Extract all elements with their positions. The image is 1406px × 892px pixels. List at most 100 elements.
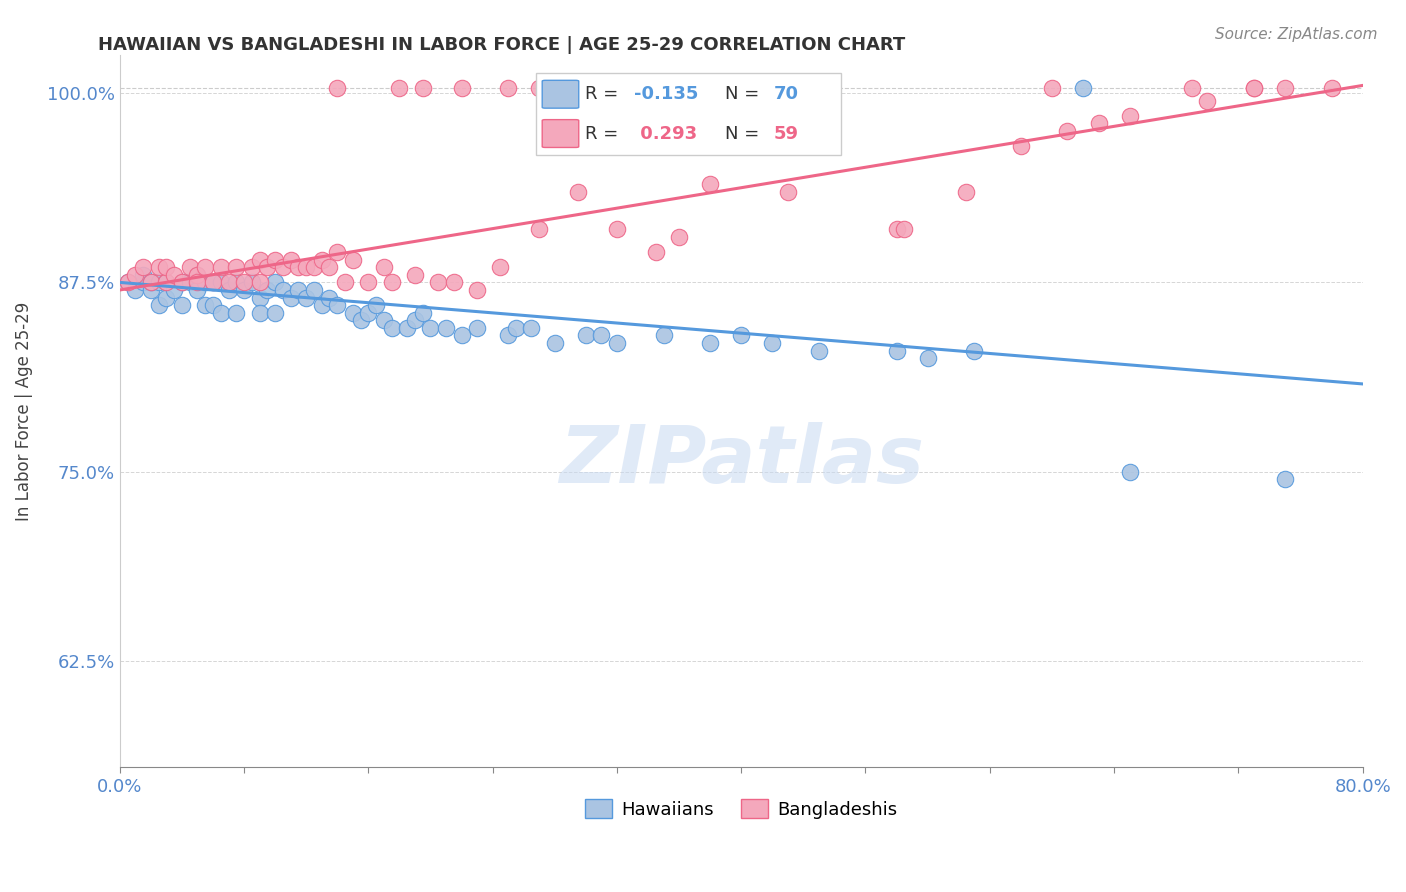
Point <box>1040 81 1063 95</box>
Point <box>194 260 217 275</box>
Point <box>1274 81 1296 95</box>
Point <box>271 283 294 297</box>
Point <box>139 276 162 290</box>
Point <box>117 276 139 290</box>
Point <box>349 313 371 327</box>
Point <box>505 321 527 335</box>
Point <box>1320 81 1343 95</box>
Point <box>1243 81 1265 95</box>
Point <box>529 222 551 236</box>
Point <box>201 276 224 290</box>
Point <box>233 276 256 290</box>
Point <box>240 260 263 275</box>
Point <box>240 276 263 290</box>
Point <box>311 298 333 312</box>
Point <box>163 268 186 282</box>
Point <box>256 260 278 275</box>
Point <box>186 268 208 282</box>
Point <box>886 222 908 236</box>
Point <box>194 276 217 290</box>
Point <box>326 81 349 95</box>
Point <box>311 252 333 267</box>
Point <box>326 245 349 260</box>
Text: ZIPatlas: ZIPatlas <box>558 422 924 500</box>
Legend: Hawaiians, Bangladeshis: Hawaiians, Bangladeshis <box>578 792 904 826</box>
Point <box>652 328 675 343</box>
Point <box>249 306 271 320</box>
Point <box>412 306 434 320</box>
Point <box>404 268 426 282</box>
Point <box>155 276 177 290</box>
Point <box>280 291 302 305</box>
Point <box>155 291 177 305</box>
Point <box>1274 472 1296 486</box>
Point <box>186 276 208 290</box>
Point <box>132 276 155 290</box>
Point <box>179 260 201 275</box>
Point <box>249 252 271 267</box>
Point <box>186 283 208 297</box>
Point <box>1010 139 1032 153</box>
Point <box>381 321 404 335</box>
Point <box>489 260 512 275</box>
Point <box>427 276 450 290</box>
Point <box>606 222 628 236</box>
Text: HAWAIIAN VS BANGLADESHI IN LABOR FORCE | AGE 25-29 CORRELATION CHART: HAWAIIAN VS BANGLADESHI IN LABOR FORCE |… <box>98 36 905 54</box>
Point <box>776 81 799 95</box>
Point <box>170 276 193 290</box>
Point <box>201 276 224 290</box>
Point <box>264 252 287 267</box>
Point <box>218 283 240 297</box>
Point <box>807 343 830 358</box>
Point <box>388 81 411 95</box>
Point <box>132 260 155 275</box>
Point <box>249 276 271 290</box>
Point <box>1181 81 1204 95</box>
Point <box>776 185 799 199</box>
Point <box>209 306 232 320</box>
Point <box>225 306 247 320</box>
Point <box>465 321 488 335</box>
Point <box>644 81 666 95</box>
Point <box>886 343 908 358</box>
Point <box>249 291 271 305</box>
Point <box>139 283 162 297</box>
Point <box>496 81 519 95</box>
Point <box>287 260 309 275</box>
Point <box>318 260 340 275</box>
Point <box>209 276 232 290</box>
Point <box>520 321 543 335</box>
Point <box>271 260 294 275</box>
Point <box>139 276 162 290</box>
Point <box>529 81 551 95</box>
Point <box>287 283 309 297</box>
Point <box>179 276 201 290</box>
Point <box>155 260 177 275</box>
Point <box>295 260 318 275</box>
Point <box>342 306 364 320</box>
Point <box>761 336 783 351</box>
Point <box>170 298 193 312</box>
Point <box>318 291 340 305</box>
Point <box>148 276 170 290</box>
Point <box>668 230 690 244</box>
Point <box>194 298 217 312</box>
Point <box>450 81 472 95</box>
Point <box>567 185 589 199</box>
Point <box>575 81 598 95</box>
Point <box>699 177 721 191</box>
Point <box>264 306 287 320</box>
Point <box>434 321 457 335</box>
Point <box>373 313 395 327</box>
Point <box>1118 109 1140 123</box>
Point <box>450 328 472 343</box>
Point <box>326 298 349 312</box>
Point <box>1118 465 1140 479</box>
Point <box>357 276 380 290</box>
Point <box>170 276 193 290</box>
Point <box>591 328 613 343</box>
Point <box>1243 81 1265 95</box>
Point <box>575 328 598 343</box>
Point <box>644 245 666 260</box>
Point <box>412 81 434 95</box>
